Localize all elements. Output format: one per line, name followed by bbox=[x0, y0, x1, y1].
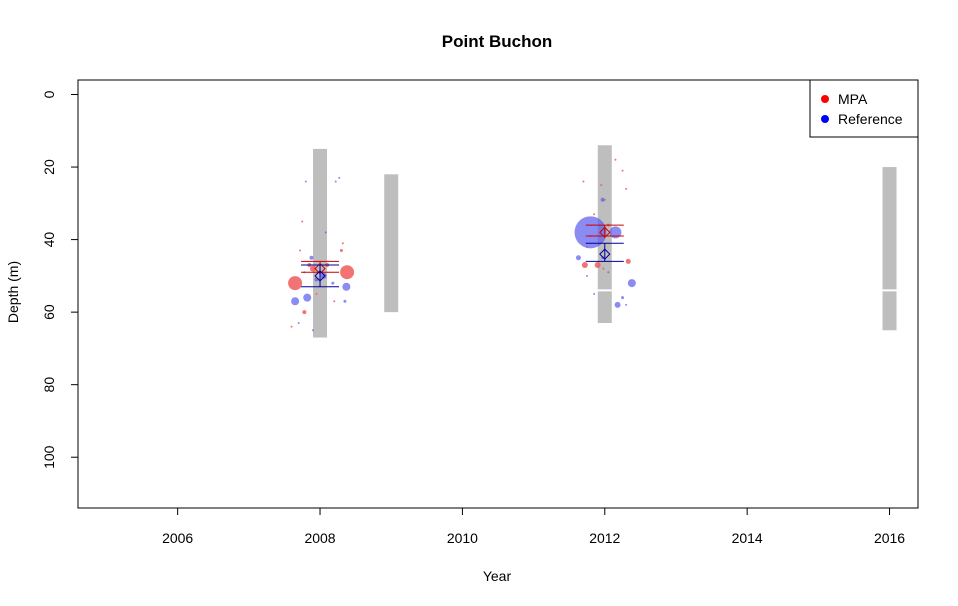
reference-mean-marker-2008 bbox=[314, 270, 326, 282]
x-tick-label: 2006 bbox=[162, 530, 193, 546]
mpa-point bbox=[339, 248, 343, 252]
reference-point bbox=[609, 226, 622, 239]
mpa-point bbox=[290, 325, 293, 328]
mpa-point bbox=[299, 249, 302, 252]
reference-point bbox=[601, 256, 605, 260]
legend: MPA Reference bbox=[809, 79, 919, 138]
y-axis-label: Depth (m) bbox=[5, 261, 21, 323]
mpa-point bbox=[288, 276, 303, 291]
reference-point bbox=[331, 281, 335, 285]
mpa-point bbox=[625, 258, 631, 264]
reference-point bbox=[621, 296, 625, 300]
reference-point bbox=[585, 274, 588, 277]
reference-point bbox=[338, 176, 341, 179]
mpa-point bbox=[602, 267, 605, 270]
mpa-point bbox=[625, 187, 628, 190]
chart-title: Point Buchon bbox=[442, 32, 552, 51]
y-tick-label: 0 bbox=[41, 90, 57, 98]
reference-point bbox=[303, 293, 312, 302]
reference-point bbox=[304, 180, 307, 183]
mpa-point bbox=[614, 158, 617, 161]
reference-point bbox=[297, 322, 300, 325]
reference-point bbox=[311, 329, 314, 332]
mpa-point bbox=[315, 293, 318, 295]
reference-point bbox=[607, 271, 610, 274]
legend-label: MPA bbox=[838, 91, 868, 107]
legend-marker bbox=[821, 95, 829, 103]
data-points bbox=[288, 158, 636, 332]
mpa-point bbox=[301, 220, 304, 223]
x-tick-label: 2008 bbox=[304, 530, 335, 546]
mpa-point bbox=[594, 261, 601, 268]
mpa-point bbox=[341, 242, 344, 245]
mpa-point bbox=[333, 300, 336, 303]
mpa-point bbox=[309, 265, 316, 272]
reference-point bbox=[309, 255, 314, 260]
x-tick-label: 2014 bbox=[732, 530, 763, 546]
y-tick-label: 60 bbox=[41, 304, 57, 320]
x-tick-label: 2012 bbox=[589, 530, 620, 546]
reference-point bbox=[324, 231, 327, 234]
reference-point bbox=[593, 293, 596, 295]
depth-range-bar-2016 bbox=[882, 167, 897, 331]
mpa-point bbox=[340, 265, 355, 280]
reference-mean-marker-2012 bbox=[599, 248, 611, 260]
reference-point bbox=[614, 301, 621, 308]
depth-range-bar-2009 bbox=[384, 174, 399, 313]
reference-point bbox=[575, 255, 581, 261]
reference-point bbox=[342, 282, 351, 291]
mean-error-bars bbox=[301, 224, 624, 288]
plot-frame bbox=[77, 79, 919, 509]
depth-range-bar-2008 bbox=[313, 148, 328, 338]
mpa-point bbox=[581, 261, 588, 268]
reference-point bbox=[627, 279, 636, 288]
mpa-point bbox=[593, 213, 596, 216]
y-tick-label: 80 bbox=[41, 377, 57, 393]
mpa-point bbox=[600, 184, 603, 187]
reference-point bbox=[625, 303, 628, 306]
legend-box bbox=[809, 79, 919, 138]
mpa-point bbox=[582, 180, 585, 183]
reference-point bbox=[600, 197, 605, 202]
reference-point bbox=[334, 180, 337, 183]
y-tick-label: 20 bbox=[41, 159, 57, 175]
reference-point bbox=[343, 299, 347, 303]
legend-label: Reference bbox=[838, 111, 903, 127]
x-tick-label: 2016 bbox=[874, 530, 905, 546]
reference-point bbox=[574, 216, 607, 249]
reference-point bbox=[320, 272, 327, 279]
reference-point bbox=[291, 297, 300, 306]
x-axis-label: Year bbox=[483, 568, 512, 584]
x-tick-label: 2010 bbox=[447, 530, 478, 546]
y-tick-label: 100 bbox=[41, 445, 57, 469]
mpa-mean-marker-2012 bbox=[599, 226, 611, 239]
depth-range-bars bbox=[313, 145, 897, 338]
legend-marker bbox=[821, 115, 829, 123]
mpa-point bbox=[621, 169, 624, 172]
y-tick-label: 40 bbox=[41, 232, 57, 248]
axes: 2006 2008 2010 2012 2014 2016 0 20 40 60 80 100 bbox=[41, 79, 919, 546]
mpa-point bbox=[302, 310, 307, 315]
